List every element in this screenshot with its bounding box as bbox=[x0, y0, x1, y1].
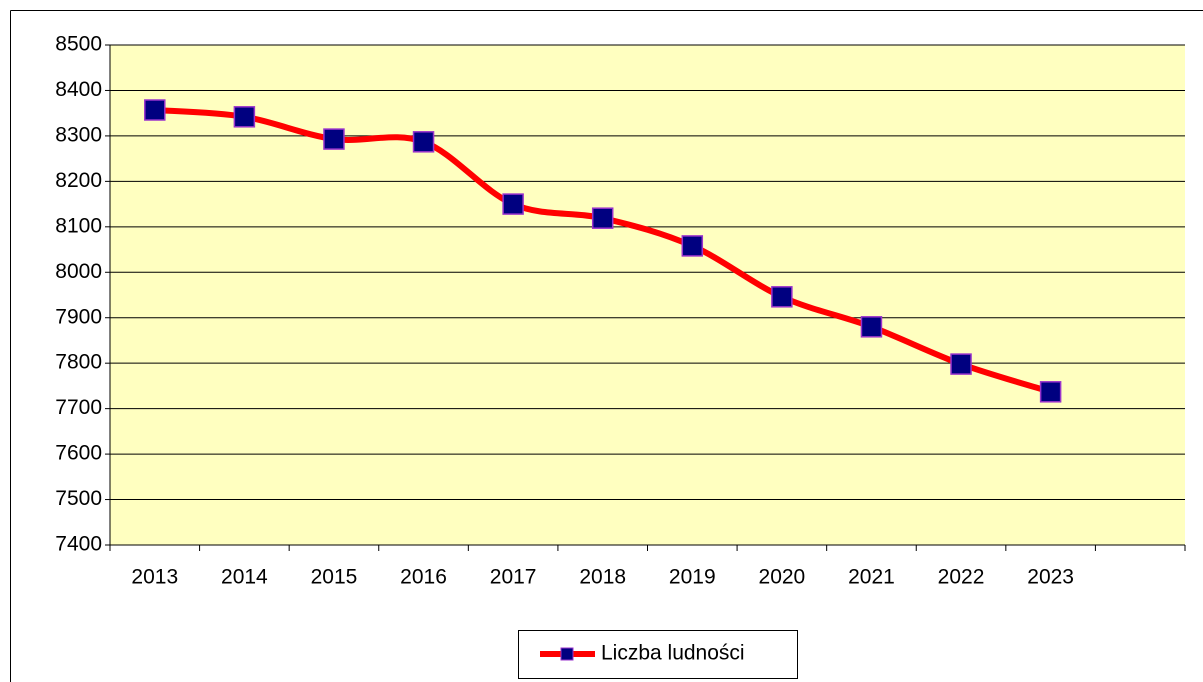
y-tick-label: 7600 bbox=[55, 442, 102, 465]
y-tick-label: 8000 bbox=[55, 260, 102, 283]
y-tick-label: 7700 bbox=[55, 396, 102, 419]
x-tick-label: 2020 bbox=[759, 566, 806, 589]
data-point bbox=[1039, 381, 1062, 403]
x-tick-label: 2016 bbox=[400, 566, 447, 589]
x-tick-label: 2017 bbox=[490, 566, 537, 589]
legend-label: Liczba ludności bbox=[601, 642, 745, 665]
y-tick-label: 8300 bbox=[55, 123, 102, 146]
y-tick-label: 7900 bbox=[55, 305, 102, 328]
y-tick-label: 8500 bbox=[55, 33, 102, 56]
y-tick-label: 8400 bbox=[55, 78, 102, 101]
data-point bbox=[771, 286, 793, 308]
data-point bbox=[233, 106, 256, 128]
data-point bbox=[502, 193, 524, 215]
x-tick-label: 2014 bbox=[221, 566, 268, 589]
y-tick-label: 7800 bbox=[55, 351, 102, 374]
y-tick-label: 8200 bbox=[55, 169, 102, 192]
y-tick-label: 7400 bbox=[55, 533, 102, 556]
x-tick-label: 2019 bbox=[669, 566, 716, 589]
x-tick-label: 2015 bbox=[311, 566, 358, 589]
data-point bbox=[144, 99, 166, 121]
data-point bbox=[681, 235, 704, 257]
data-point bbox=[950, 353, 972, 375]
data-point bbox=[412, 131, 435, 153]
y-tick-label: 8100 bbox=[55, 214, 102, 237]
data-point bbox=[591, 207, 614, 229]
data-point bbox=[860, 316, 883, 338]
x-tick-label: 2023 bbox=[1027, 566, 1074, 589]
legend-marker bbox=[560, 647, 574, 661]
x-tick-label: 2013 bbox=[131, 566, 178, 589]
data-point bbox=[323, 128, 345, 150]
x-tick-label: 2018 bbox=[579, 566, 626, 589]
x-tick-label: 2021 bbox=[848, 566, 895, 589]
x-tick-label: 2022 bbox=[938, 566, 985, 589]
y-tick-label: 7500 bbox=[55, 487, 102, 510]
